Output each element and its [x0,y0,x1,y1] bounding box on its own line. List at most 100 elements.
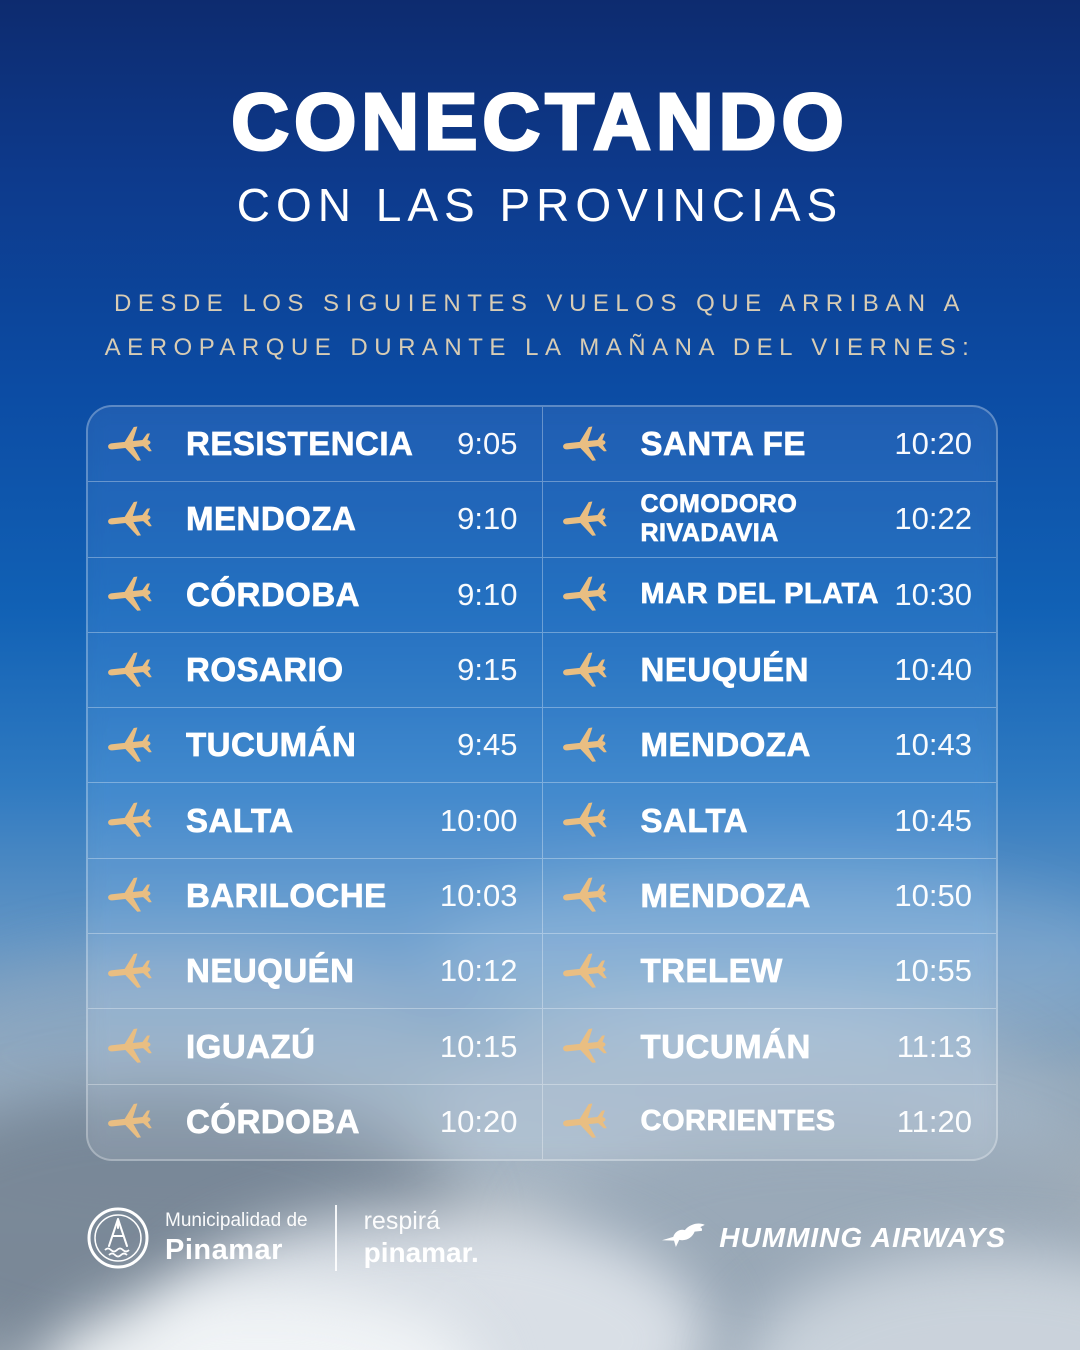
flight-row: CÓRDOBA 10:20 [88,1085,542,1159]
plane-icon [560,1102,608,1141]
flight-row: TRELEW 10:55 [542,934,996,1010]
plane-icon [106,1027,153,1066]
municipality-wordmark: Municipalidad de Pinamar [165,1210,308,1267]
flight-city: SANTA FE [640,425,806,463]
flight-row: TUCUMÁN 9:45 [88,708,542,784]
plane-icon [560,500,608,539]
plane-icon [560,876,608,916]
plane-icon [560,575,608,614]
flight-time: 9:15 [457,652,518,688]
flight-time: 9:10 [457,501,518,537]
flight-row: SANTA FE 10:20 [542,407,996,483]
flight-city: ROSARIO [186,651,344,689]
flight-city: CÓRDOBA [186,575,360,613]
plane-icon [560,650,608,690]
flight-city: RESISTENCIA [186,425,414,463]
flight-row: SALTA 10:00 [88,783,542,859]
flight-time: 10:45 [894,802,972,838]
flight-city: CÓRDOBA [186,1102,360,1140]
plane-icon [106,952,153,991]
flight-city: MAR DEL PLATA [640,578,879,611]
plane-icon [560,1027,608,1066]
plane-icon [106,801,153,840]
flight-row: NEUQUÉN 10:12 [88,934,542,1010]
plane-icon [106,1102,153,1141]
campaign-line-1: respirá [363,1207,441,1235]
flight-time: 10:22 [894,501,972,537]
plane-icon [106,500,153,539]
flight-city: BARILOCHE [186,876,387,915]
flight-time: 10:12 [439,953,518,989]
flight-time: 10:20 [439,1103,518,1139]
intro-line-2: AEROPARQUE DURANTE LA MAÑANA DEL VIERNES… [104,334,976,362]
flight-time: 10:03 [439,877,518,913]
municipality-line-1: Municipalidad de [165,1209,308,1231]
flight-city: CORRIENTES [640,1105,836,1138]
page-title: CONECTANDO [230,77,849,166]
flight-row: MAR DEL PLATA 10:30 [542,558,996,633]
flight-time: 9:05 [457,426,518,462]
flight-time: 9:10 [457,576,518,612]
municipality-line-2: Pinamar [165,1233,283,1266]
flight-row: TUCUMÁN 11:13 [542,1009,996,1085]
header: CONECTANDO CON LAS PROVINCIAS DESDE LOS … [0,0,1080,371]
flight-city: TUCUMÁN [186,726,357,764]
schedule-column-right: SANTA FE 10:20 COMODORO RIVADAVIA 10:22 … [542,407,997,1159]
plane-icon [560,726,608,765]
flight-time: 10:50 [894,877,972,913]
flight-time: 10:00 [439,802,518,838]
plane-icon [560,801,608,840]
flight-city: SALTA [186,801,294,839]
flight-city: TRELEW [640,952,783,990]
campaign-wordmark: respirá pinamar. [364,1207,479,1269]
flight-time: 10:20 [894,426,972,462]
flight-row: CÓRDOBA 9:10 [88,558,542,633]
intro-line-1: DESDE LOS SIGUIENTES VUELOS QUE ARRIBAN … [113,290,966,317]
flight-row: CORRIENTES 11:20 [543,1085,997,1159]
flight-city: NEUQUÉN [640,651,810,689]
flight-city: SALTA [640,801,749,839]
pinamar-branding: Municipalidad de Pinamar respirá pinamar… [86,1205,479,1271]
flight-row: MENDOZA 9:10 [88,482,542,558]
footer-divider [334,1205,337,1271]
footer: Municipalidad de Pinamar respirá pinamar… [0,1205,1080,1271]
flight-row: MENDOZA 10:43 [542,708,996,784]
municipal-seal-icon [87,1207,149,1269]
flight-city: TUCUMÁN [640,1027,811,1065]
flight-time: 11:20 [896,1103,972,1139]
flight-city: NEUQUÉN [186,952,355,990]
plane-icon [560,952,608,991]
flight-time: 10:43 [894,727,972,763]
airline-name: HUMMING AIRWAYS [719,1222,1006,1253]
flight-city: MENDOZA [640,876,811,915]
flight-city: MENDOZA [640,726,811,764]
schedule-column-left: RESISTENCIA 9:05 MENDOZA 9:10 CÓRDOBA 9:… [88,407,543,1159]
flight-city: MENDOZA [186,500,357,538]
flight-row: BARILOCHE 10:03 [88,859,542,935]
plane-icon [560,424,608,464]
flight-row: ROSARIO 9:15 [88,633,542,709]
flight-time: 11:13 [896,1028,972,1064]
flight-row: SALTA 10:45 [542,783,996,859]
flight-row: NEUQUÉN 10:40 [542,633,996,709]
flight-city: COMODORO RIVADAVIA [640,489,798,548]
flight-row: IGUAZÚ 10:15 [88,1009,542,1085]
flight-schedule-panel: RESISTENCIA 9:05 MENDOZA 9:10 CÓRDOBA 9:… [86,405,998,1161]
plane-icon [106,424,153,464]
flight-row: RESISTENCIA 9:05 [88,407,542,483]
flight-time: 10:55 [894,953,972,989]
flight-time: 9:45 [457,727,518,763]
flight-row: MENDOZA 10:50 [542,859,996,935]
plane-icon [106,726,153,765]
flight-city: IGUAZÚ [186,1027,316,1065]
intro-text: DESDE LOS SIGUIENTES VUELOS QUE ARRIBAN … [0,282,1080,371]
plane-icon [106,876,153,916]
flight-time: 10:15 [439,1028,518,1064]
flight-time: 10:40 [894,652,972,688]
flight-time: 10:30 [894,576,972,612]
plane-icon [106,575,153,614]
flight-row: COMODORO RIVADAVIA 10:22 [542,482,996,558]
plane-icon [106,650,153,690]
page-subtitle: CON LAS PROVINCIAS [236,179,844,231]
